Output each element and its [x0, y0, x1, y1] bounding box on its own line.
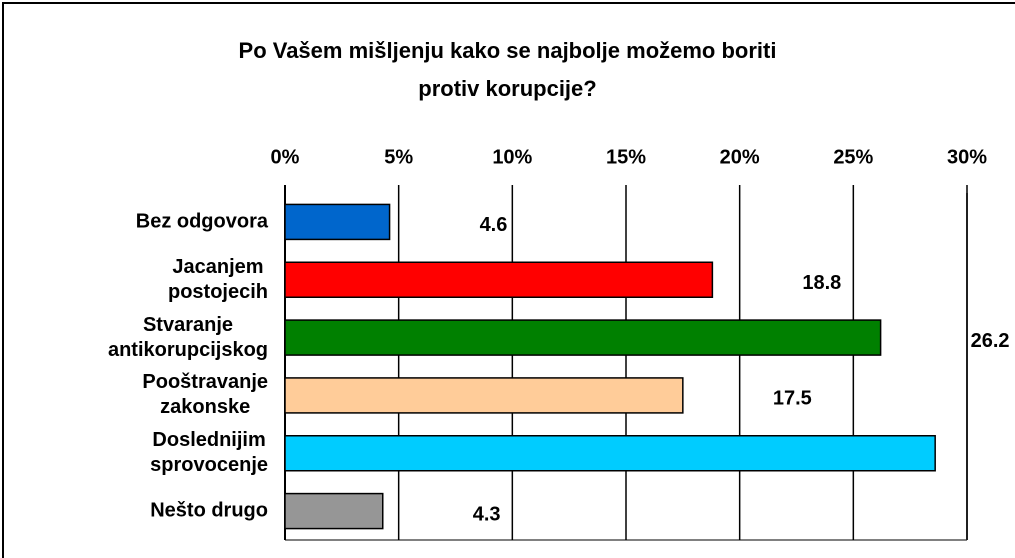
- data-label: 4.6: [480, 214, 508, 236]
- x-tick-label: 30%: [947, 146, 987, 168]
- chart-title: Po Vašem mišljenju kako se najbolje može…: [238, 38, 777, 101]
- data-label: 17.5: [773, 388, 812, 410]
- bar: [284, 319, 882, 356]
- bar: [284, 377, 684, 414]
- bar: [284, 492, 384, 530]
- bar: [284, 203, 391, 241]
- y-tick-label: Jacanjem postojecih: [167, 255, 268, 303]
- data-label: 26.2: [971, 330, 1010, 352]
- bar: [284, 261, 714, 298]
- data-label: 4.3: [473, 503, 501, 525]
- y-tick-label: Doslednijim sprovocenje: [150, 429, 268, 477]
- data-label: 18.8: [802, 272, 841, 294]
- y-tick-label: Bez odgovora: [135, 210, 268, 233]
- x-tick-label: 5%: [384, 146, 413, 168]
- y-tick-label: Stvaranje antikorupcijskog: [107, 313, 268, 361]
- bar: [284, 435, 936, 472]
- y-tick-label: Pooštravanje zakonske: [142, 371, 268, 419]
- x-tick-label: 15%: [606, 146, 646, 168]
- x-tick-label: 25%: [833, 146, 873, 168]
- y-tick-label: Nešto drugo: [150, 499, 268, 522]
- x-tick-label: 20%: [720, 146, 760, 168]
- x-tick-label: 0%: [271, 146, 300, 168]
- x-tick-label: 10%: [492, 146, 532, 168]
